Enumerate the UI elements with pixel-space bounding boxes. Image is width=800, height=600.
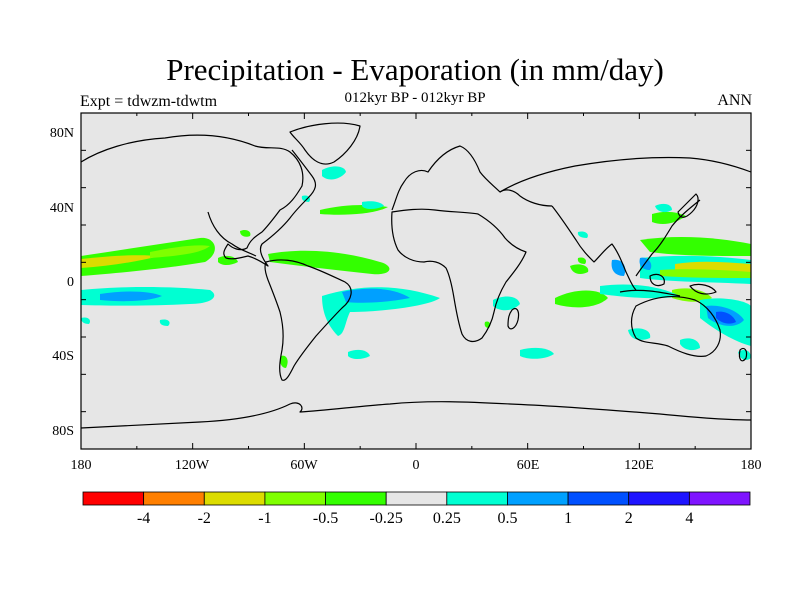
colorbar: -4 -2 -1 -0.5 -0.25 0.25 0.5 1 2 4 <box>82 491 751 527</box>
coastlines <box>80 122 752 429</box>
yellow-field <box>81 255 160 268</box>
colorbar-label: 4 <box>685 510 693 527</box>
lon-tick-label: 60W <box>290 458 318 473</box>
colorbar-swatch <box>628 491 690 506</box>
cyan-field <box>81 317 91 324</box>
colorbar-swatch <box>567 491 630 506</box>
season-label: ANN <box>717 92 752 109</box>
colorbar-swatch <box>688 491 751 506</box>
green-field <box>570 264 589 274</box>
experiment-label: Expt = tdwzm-tdwtm <box>80 93 218 110</box>
cyan-field <box>520 347 554 359</box>
colorbar-swatch <box>446 491 508 506</box>
colorbar-swatch <box>507 491 569 506</box>
africa-coast <box>391 208 527 343</box>
cyan-field <box>600 284 680 299</box>
colorbar-label: -0.5 <box>313 510 338 527</box>
cyan-field <box>680 338 700 351</box>
lon-tick-label: 180 <box>741 458 762 473</box>
japan-coast <box>677 193 699 218</box>
cyan-field <box>493 296 520 311</box>
lat-tick-label: 0 <box>67 275 74 290</box>
lon-tick-label: 60E <box>517 458 540 473</box>
colorbar-swatch <box>325 491 387 506</box>
blue-field <box>611 259 626 276</box>
lon-tick-label: 0 <box>413 458 420 473</box>
green-field <box>652 211 686 224</box>
map-title: Precipitation - Evaporation (in mm/day) <box>166 52 664 87</box>
asia-coast <box>499 156 752 291</box>
colorbar-label: 2 <box>625 510 633 527</box>
cyan-field <box>738 350 751 360</box>
colorbar-swatch <box>82 491 145 506</box>
green-field <box>280 355 288 368</box>
colorbar-swatch <box>143 491 205 506</box>
south-america-coast <box>264 259 352 381</box>
colorbar-label: -4 <box>137 510 150 527</box>
lime-field <box>150 245 210 258</box>
australia-coast <box>630 296 721 357</box>
north-america-coast <box>80 134 317 267</box>
colorbar-label: -0.25 <box>370 510 403 527</box>
axis-ticks <box>80 112 752 450</box>
map-background <box>81 113 751 449</box>
europe-coast <box>391 145 553 211</box>
colorbar-swatch <box>264 491 326 506</box>
lime-field <box>672 288 712 302</box>
indonesia-coast <box>619 273 717 297</box>
green-field <box>240 229 251 237</box>
colorbar-label: 0.5 <box>497 510 517 527</box>
green-field <box>268 250 390 275</box>
lat-tick-label: 80N <box>50 126 74 141</box>
lon-tick-label: 120W <box>175 458 210 473</box>
cyan-field <box>348 349 370 359</box>
lime-field <box>660 269 751 278</box>
cyan-field <box>322 166 346 180</box>
colorbar-label: 0.25 <box>433 510 461 527</box>
green-field <box>555 290 608 308</box>
antarctica-coast <box>80 401 752 429</box>
lat-tick-label: 40N <box>50 201 74 216</box>
cyan-field <box>301 195 311 202</box>
map-subtitle: 012kyr BP - 012kyr BP <box>344 90 486 106</box>
madagascar-coast <box>507 307 520 330</box>
blue-field <box>100 291 162 302</box>
cyan-field <box>577 231 588 238</box>
cyan-field <box>329 293 338 304</box>
new-zealand-coast <box>738 347 748 362</box>
colorbar-label: -1 <box>258 510 271 527</box>
cyan-field <box>362 201 384 209</box>
lon-tick-label: 120E <box>624 458 654 473</box>
colorbar-label: 1 <box>564 510 572 527</box>
central-america-coast <box>207 211 257 257</box>
lat-tick-label: 80S <box>52 424 74 439</box>
greenland-coast <box>289 122 361 165</box>
green-field <box>577 257 587 264</box>
cyan-field <box>159 319 170 326</box>
lat-tick-label: 40S <box>52 349 74 364</box>
blue-field <box>342 288 410 303</box>
dark-blue-field <box>716 311 736 324</box>
colorbar-swatch <box>385 491 448 506</box>
lon-tick-label: 180 <box>71 458 92 473</box>
green-field <box>640 237 751 256</box>
cyan-field <box>655 203 672 213</box>
colorbar-label: -2 <box>198 510 211 527</box>
colorbar-swatch <box>203 491 266 506</box>
